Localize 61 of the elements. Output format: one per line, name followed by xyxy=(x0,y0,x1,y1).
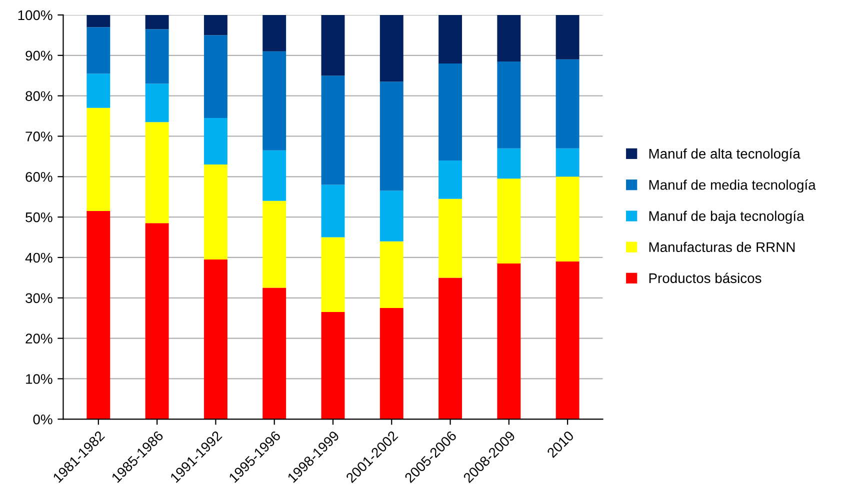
bar xyxy=(497,264,521,420)
bar xyxy=(204,35,228,118)
bar xyxy=(438,14,462,64)
bar xyxy=(204,14,228,36)
bar xyxy=(497,178,521,264)
bar xyxy=(556,176,580,262)
bar xyxy=(145,29,169,84)
y-tick-label: 80% xyxy=(26,91,52,101)
bar xyxy=(438,278,462,420)
bar xyxy=(86,27,110,74)
bar xyxy=(145,122,169,224)
bar xyxy=(145,14,169,30)
bar xyxy=(380,241,404,308)
bar xyxy=(262,51,286,150)
bar xyxy=(497,148,521,179)
legend-label: Manufacturas de RRNN xyxy=(649,242,795,252)
y-tick-label: 90% xyxy=(26,50,52,61)
bar xyxy=(321,184,345,238)
bar xyxy=(86,14,110,28)
bar xyxy=(86,74,110,108)
y-tick-label: 70% xyxy=(26,132,52,142)
y-tick-label: 0% xyxy=(33,414,52,424)
bar xyxy=(262,150,286,201)
bar xyxy=(380,308,404,420)
bar xyxy=(262,288,286,420)
bar xyxy=(321,237,345,312)
y-tick-label: 20% xyxy=(26,334,52,344)
y-tick-label: 60% xyxy=(26,172,52,182)
bar xyxy=(556,262,580,420)
legend-label: Manuf de alta tecnología xyxy=(649,148,800,162)
bar xyxy=(204,118,228,165)
y-tick-label: 30% xyxy=(26,293,52,304)
bar xyxy=(380,190,404,242)
bar xyxy=(86,211,110,420)
y-tick-label: 100% xyxy=(18,10,52,20)
bar xyxy=(556,59,580,148)
bar xyxy=(438,160,462,199)
bar xyxy=(556,148,580,177)
bar xyxy=(262,14,286,52)
bar xyxy=(321,76,345,185)
bar xyxy=(321,312,345,420)
y-tick-label: 10% xyxy=(26,374,52,384)
bar xyxy=(86,108,110,211)
bar xyxy=(438,198,462,278)
bar xyxy=(262,200,286,288)
legend-label: Manuf de baja tecnología xyxy=(649,210,804,224)
bar xyxy=(497,61,521,148)
bar xyxy=(380,14,404,82)
legend-label: Productos básicos xyxy=(649,272,762,284)
bar xyxy=(380,82,404,191)
bar xyxy=(321,14,345,76)
bar xyxy=(497,14,521,62)
bar xyxy=(556,14,580,60)
y-tick-label: 40% xyxy=(25,252,52,263)
bar xyxy=(204,164,228,260)
bar xyxy=(438,63,462,160)
bar xyxy=(145,84,169,122)
y-tick-label: 50% xyxy=(26,212,52,222)
bar xyxy=(145,223,169,420)
legend-label: Manuf de media tecnología xyxy=(649,179,816,193)
bar xyxy=(204,260,228,420)
